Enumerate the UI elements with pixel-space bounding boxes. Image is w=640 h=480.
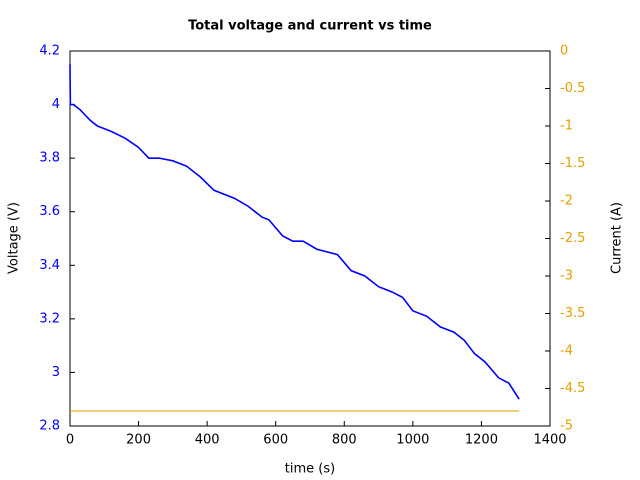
x-tick-label: 400 bbox=[195, 433, 220, 448]
y-tick-label: 4.2 bbox=[39, 44, 60, 59]
y2-tick-label: -1 bbox=[560, 119, 573, 134]
y2-tick-label: -1.5 bbox=[560, 156, 585, 171]
y2-axis-label: Current (A) bbox=[610, 202, 625, 274]
y2-tick-label: -3.5 bbox=[560, 306, 585, 321]
y-tick-label: 3.8 bbox=[39, 151, 60, 166]
y2-tick-label: -4.5 bbox=[560, 381, 585, 396]
y2-tick-label: -2.5 bbox=[560, 231, 585, 246]
x-tick-label: 1200 bbox=[465, 433, 498, 448]
x-tick-label: 1000 bbox=[396, 433, 429, 448]
x-tick-label: 0 bbox=[66, 433, 74, 448]
y-tick-label: 3.6 bbox=[39, 204, 60, 219]
x-tick-label: 200 bbox=[126, 433, 151, 448]
y2-tick-label: -5 bbox=[560, 419, 573, 434]
x-tick-label: 1400 bbox=[533, 433, 566, 448]
y-tick-label: 4 bbox=[52, 97, 60, 112]
y2-tick-label: -2 bbox=[560, 194, 573, 209]
chart-title: Total voltage and current vs time bbox=[188, 19, 432, 34]
y-axis-label: Voltage (V) bbox=[7, 202, 22, 274]
y-tick-label: 3.4 bbox=[39, 258, 60, 273]
x-tick-label: 600 bbox=[263, 433, 288, 448]
y2-tick-label: -0.5 bbox=[560, 81, 585, 96]
y-tick-label: 2.8 bbox=[39, 419, 60, 434]
y-tick-label: 3.2 bbox=[39, 311, 60, 326]
y-tick-label: 3 bbox=[52, 365, 60, 380]
x-tick-label: 800 bbox=[332, 433, 357, 448]
x-axis-label: time (s) bbox=[285, 462, 335, 477]
series-line bbox=[69, 64, 520, 400]
y2-tick-label: 0 bbox=[560, 44, 568, 59]
y2-tick-label: -4 bbox=[560, 344, 573, 359]
y2-tick-label: -3 bbox=[560, 269, 573, 284]
